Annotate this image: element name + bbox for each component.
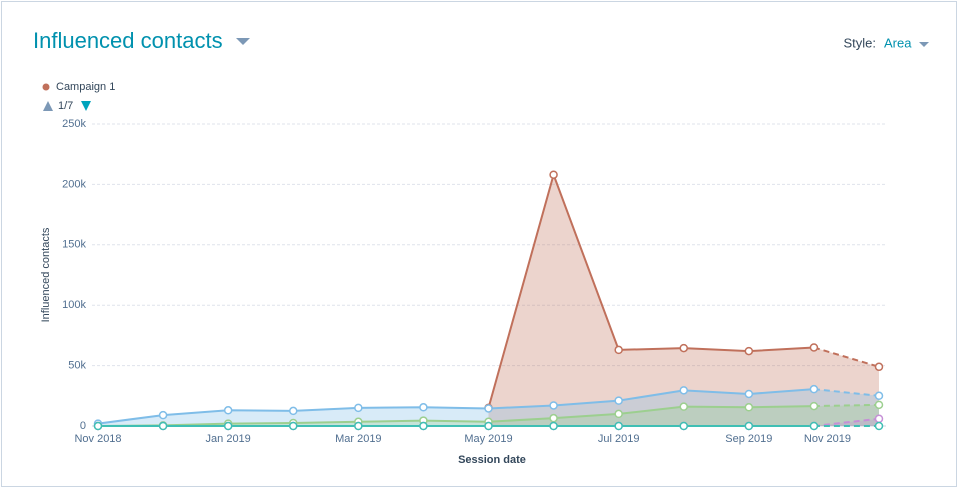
x-tick-label: Sep 2019 [725,433,772,445]
point [158,421,168,431]
point [614,409,623,419]
dashed-segment [813,346,880,368]
style-caret[interactable] [919,42,929,47]
point [93,421,103,431]
x-tick-label: Jul 2019 [598,433,640,445]
area [488,174,879,426]
point [874,400,884,410]
y-tick-label: 250k [62,118,86,130]
point [289,421,298,431]
point [679,343,688,353]
point [549,401,558,410]
point [809,343,819,352]
point [419,403,428,412]
title-caret[interactable] [236,38,250,45]
point [419,421,428,431]
point [809,384,819,394]
point [874,421,884,431]
x-tick-label: Mar 2019 [335,433,381,445]
point [614,421,623,431]
style-label: Style: [843,35,876,50]
legend-swatch [42,83,50,91]
point [874,414,884,424]
pager-up[interactable] [43,101,53,111]
pager-text: 1/7 [58,100,73,112]
y-tick-label: 150k [62,239,86,251]
x-tick-label: Nov 2019 [804,433,851,445]
point [679,386,688,395]
y-tick-label: 0 [80,420,86,432]
y-tick-label: 200k [62,178,86,190]
line [487,171,814,409]
x-tick-label: Nov 2018 [74,433,121,445]
x-axis-label: Session date [458,454,526,466]
point [223,406,233,415]
point [874,362,884,372]
point [679,421,688,431]
point [614,345,623,355]
point [549,413,558,423]
point [744,389,754,399]
chart-title[interactable]: Influenced contacts [33,28,223,53]
point [484,404,493,413]
point [289,406,298,416]
point [549,170,558,179]
point [484,421,493,431]
x-tick-label: Jan 2019 [206,433,251,445]
y-axis-label: Influenced contacts [40,227,52,322]
point [744,421,754,431]
point [354,403,363,413]
dashed-segment [813,417,880,427]
point [874,391,884,401]
point [354,421,363,431]
dashed-segment [813,388,880,397]
y-tick-label: 50k [68,360,86,372]
point [744,346,754,356]
point [809,421,819,431]
x-tick-label: May 2019 [464,433,512,445]
point [158,410,168,420]
point [744,403,754,412]
point [809,401,819,411]
point [223,421,233,431]
pager-down[interactable] [81,101,91,111]
point [614,396,623,405]
dashed-segment [813,403,880,408]
point [679,402,688,411]
line [97,405,814,427]
y-tick-label: 100k [62,299,86,311]
line [97,388,814,425]
style-value[interactable]: Area [884,35,912,50]
area [98,389,879,426]
legend-label[interactable]: Campaign 1 [56,81,115,93]
point [549,421,558,431]
